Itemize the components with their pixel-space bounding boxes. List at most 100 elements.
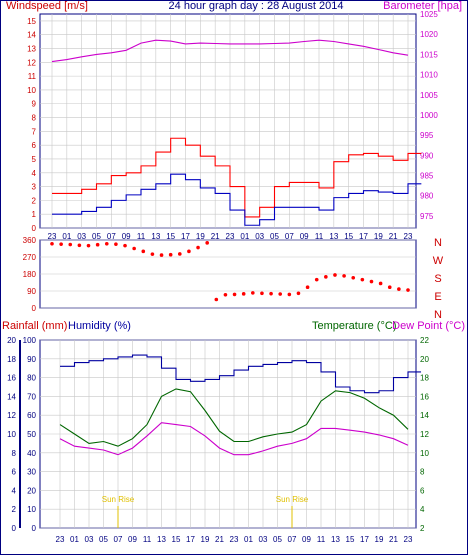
direction-tick-label: 270 xyxy=(23,253,37,262)
direction-tick-label: 90 xyxy=(27,287,36,296)
temp-x-tick-label: 17 xyxy=(360,535,369,544)
temp-x-tick-label: 23 xyxy=(56,535,65,544)
wind-x-tick-label: 01 xyxy=(240,232,249,241)
wind-x-tick-label: 09 xyxy=(122,232,131,241)
barometer-tick-label: 990 xyxy=(420,151,434,160)
temp-x-tick-label: 21 xyxy=(215,535,224,544)
rainfall-tick-label: 6 xyxy=(12,468,17,477)
wind-x-tick-label: 13 xyxy=(151,232,160,241)
wind-x-tick-label: 13 xyxy=(329,232,338,241)
direction-point xyxy=(141,249,146,254)
temperature-tick-label: 18 xyxy=(420,374,429,383)
graph-title: 24 hour graph day : 28 August 2014 xyxy=(169,0,344,12)
direction-point xyxy=(205,241,209,245)
direction-point xyxy=(223,292,228,297)
compass-label: N xyxy=(434,309,442,321)
direction-point xyxy=(232,292,237,297)
rainfall-axis-title: Rainfall (mm) xyxy=(2,320,67,332)
barometer-tick-label: 980 xyxy=(420,192,434,201)
windspeed-tick-label: 7 xyxy=(32,127,37,136)
direction-tick-label: 180 xyxy=(23,270,37,279)
barometer-tick-label: 1000 xyxy=(420,111,438,120)
rainfall-tick-label: 20 xyxy=(7,336,16,345)
temp-x-tick-label: 07 xyxy=(114,535,123,544)
direction-tick-label: 360 xyxy=(23,236,37,245)
wind-x-tick-label: 07 xyxy=(107,232,116,241)
direction-point xyxy=(333,273,337,277)
temp-x-tick-label: 09 xyxy=(302,535,311,544)
direction-point xyxy=(187,249,191,254)
barometer-axis-title: Barometer [hpa] xyxy=(383,0,462,12)
wind-x-tick-label: 23 xyxy=(48,232,57,241)
temperature-tick-label: 14 xyxy=(420,411,429,420)
temp-x-tick-label: 01 xyxy=(70,535,79,544)
humidity-tick-label: 100 xyxy=(23,336,37,345)
direction-point xyxy=(305,285,310,290)
direction-point xyxy=(95,242,100,247)
direction-point xyxy=(86,243,91,248)
series-line-temperature xyxy=(59,388,409,447)
direction-point xyxy=(59,242,63,246)
humidity-tick-label: 80 xyxy=(27,374,36,383)
temp-x-tick-label: 13 xyxy=(157,535,166,544)
temperature-tick-label: 20 xyxy=(420,355,429,364)
windspeed-tick-label: 14 xyxy=(27,31,36,40)
direction-point xyxy=(196,245,200,250)
wind-x-tick-label: 05 xyxy=(270,232,279,241)
wind-x-tick-label: 15 xyxy=(344,232,353,241)
barometer-tick-label: 1010 xyxy=(420,71,438,80)
direction-point xyxy=(177,252,182,256)
temperature-tick-label: 4 xyxy=(420,505,425,514)
humidity-tick-label: 50 xyxy=(27,430,36,439)
series-line-barometer xyxy=(51,39,409,63)
direction-point xyxy=(387,285,392,290)
direction-point xyxy=(351,275,356,280)
wind-x-tick-label: 19 xyxy=(196,232,205,241)
temperature-tick-label: 10 xyxy=(420,449,429,458)
windspeed-tick-label: 3 xyxy=(32,183,37,192)
windspeed-tick-label: 5 xyxy=(32,155,37,164)
temp-x-tick-label: 05 xyxy=(273,535,282,544)
compass-label: W xyxy=(433,255,444,267)
windspeed-tick-label: 2 xyxy=(32,196,37,205)
humidity-tick-label: 0 xyxy=(32,524,37,533)
direction-point xyxy=(50,241,54,246)
windspeed-tick-label: 1 xyxy=(32,210,37,219)
dewpoint-axis-title: Dew Point (°C) xyxy=(392,320,465,332)
temperature-tick-label: 6 xyxy=(420,486,425,495)
sunrise-label: Sun Rise xyxy=(276,495,309,504)
direction-point xyxy=(406,288,410,292)
direction-point xyxy=(397,287,401,291)
direction-point xyxy=(324,275,328,279)
direction-point xyxy=(269,291,273,296)
series-line-humidity xyxy=(60,354,422,394)
humidity-axis-title: Humidity (%) xyxy=(68,320,131,332)
direction-point xyxy=(314,277,319,282)
humidity-tick-label: 60 xyxy=(27,411,36,420)
direction-point xyxy=(68,242,73,247)
temp-x-tick-label: 19 xyxy=(375,535,384,544)
temp-x-tick-label: 15 xyxy=(172,535,181,544)
temp-x-tick-label: 09 xyxy=(128,535,137,544)
compass-label: S xyxy=(434,273,441,285)
direction-point xyxy=(150,252,155,256)
direction-point xyxy=(360,277,365,282)
series-line-wind-speed xyxy=(52,173,422,226)
direction-point xyxy=(278,292,283,296)
barometer-tick-label: 995 xyxy=(420,131,434,140)
rainfall-tick-label: 8 xyxy=(12,449,17,458)
direction-point xyxy=(77,243,82,248)
temperature-tick-label: 8 xyxy=(420,468,425,477)
direction-point xyxy=(378,281,383,286)
direction-point xyxy=(260,291,264,296)
wind-x-tick-label: 19 xyxy=(374,232,383,241)
temp-x-tick-label: 19 xyxy=(201,535,210,544)
barometer-tick-label: 1015 xyxy=(420,50,438,59)
series-line-dew-point xyxy=(59,422,409,456)
rainfall-tick-label: 16 xyxy=(7,374,16,383)
windspeed-tick-label: 0 xyxy=(32,224,37,233)
windspeed-tick-label: 10 xyxy=(27,86,36,95)
direction-tick-label: 0 xyxy=(32,304,37,313)
